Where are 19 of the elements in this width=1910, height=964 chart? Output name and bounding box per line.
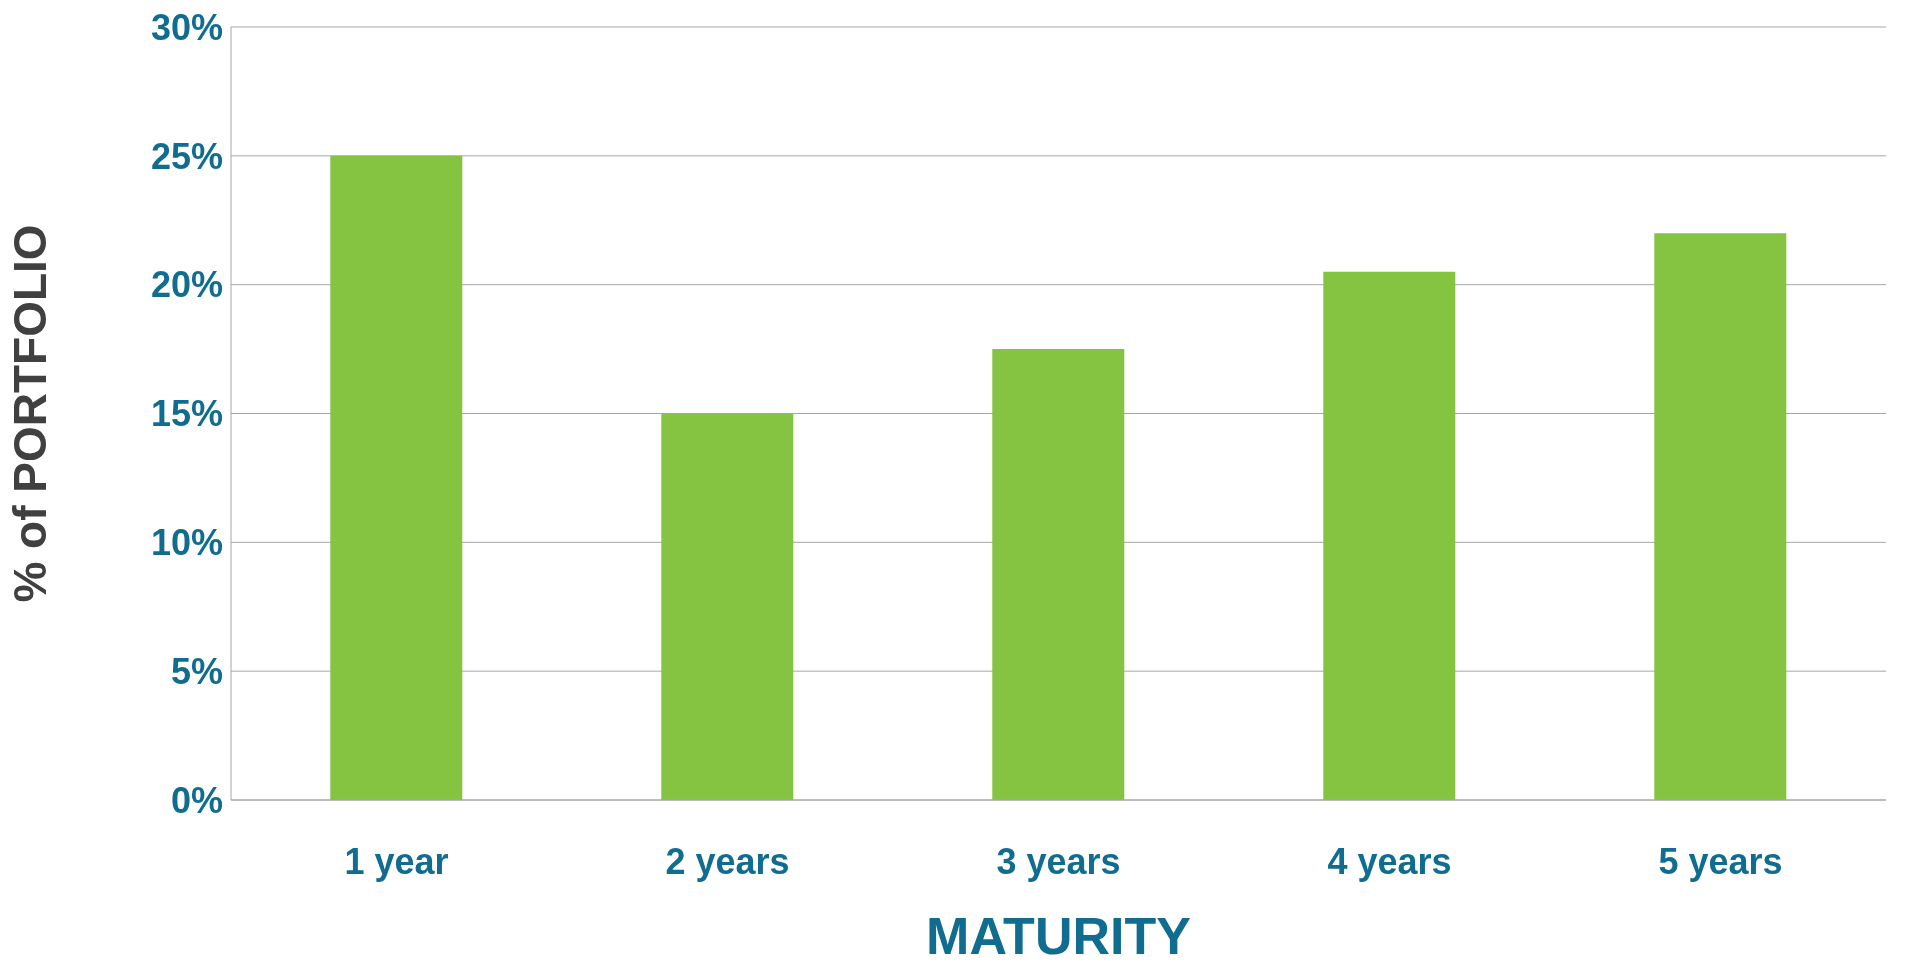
x-tick-label: 2 years: [665, 840, 790, 882]
x-tick-label: 3 years: [996, 840, 1121, 882]
y-tick-label: 10%: [150, 522, 223, 564]
y-tick-label: 0%: [170, 779, 223, 821]
y-tick-label: 15%: [150, 393, 223, 435]
x-axis-title: MATURITY: [926, 907, 1191, 964]
bar: [1323, 271, 1456, 800]
x-tick-label: 5 years: [1658, 840, 1783, 882]
y-tick-label: 25%: [150, 135, 223, 177]
bar: [330, 155, 463, 800]
y-tick-label: 5%: [170, 650, 223, 692]
bar: [992, 349, 1125, 800]
y-axis-title: % of PORTFOLIO: [4, 224, 57, 603]
y-tick-label: 30%: [150, 6, 223, 48]
x-tick-label: 1 year: [344, 840, 449, 882]
bar: [661, 413, 794, 800]
y-tick-label: 20%: [150, 264, 223, 306]
bar: [1654, 233, 1787, 800]
x-tick-label: 4 years: [1327, 840, 1452, 882]
